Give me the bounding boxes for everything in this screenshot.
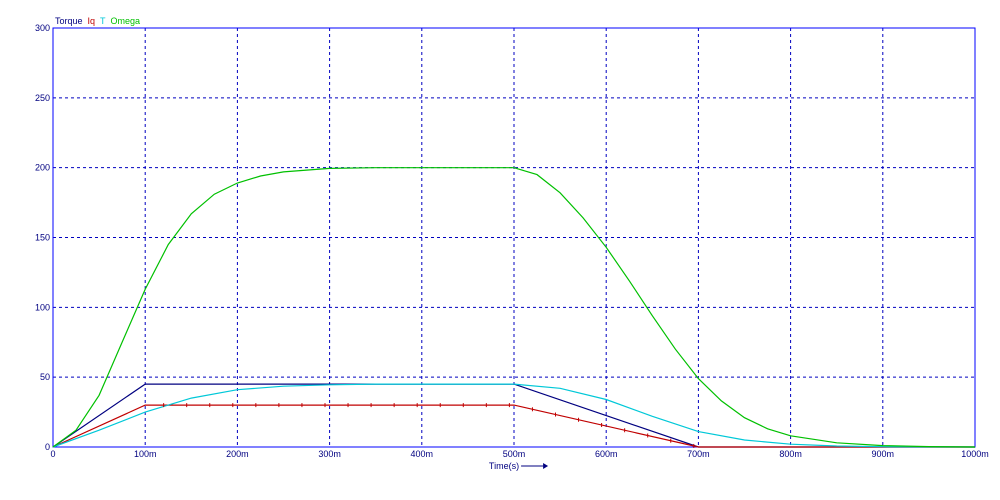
y-tick-label: 50 bbox=[40, 372, 50, 382]
x-tick-label: 100m bbox=[134, 449, 157, 459]
series-line-t bbox=[52, 383, 976, 448]
y-tick-label: 250 bbox=[35, 93, 50, 103]
y-tick-label: 300 bbox=[35, 23, 50, 33]
x-tick-label: 700m bbox=[687, 449, 710, 459]
legend-entry-t: T bbox=[100, 16, 106, 26]
y-tick-label: 0 bbox=[45, 442, 50, 452]
tick-labels: 0 100m 200m 300m 400m 500m 600m 700m 800m 900m 100… bbox=[35, 23, 989, 459]
legend: Torque Iq T Omega bbox=[55, 16, 140, 26]
y-tick-label: 200 bbox=[35, 163, 50, 173]
x-tick-label: 1000m bbox=[961, 449, 989, 459]
legend-entry-iq: Iq bbox=[88, 16, 96, 26]
legend-entry-torque: Torque bbox=[55, 16, 83, 26]
x-tick-label: 500m bbox=[503, 449, 526, 459]
series-layer bbox=[52, 167, 976, 448]
x-axis-arrow-head bbox=[543, 463, 549, 469]
grid bbox=[53, 28, 975, 447]
y-tick-label: 150 bbox=[35, 233, 50, 243]
y-tick-label: 100 bbox=[35, 302, 50, 312]
x-tick-label: 600m bbox=[595, 449, 618, 459]
x-tick-label: 400m bbox=[411, 449, 434, 459]
x-tick-label: 0 bbox=[50, 449, 55, 459]
x-tick-label: 800m bbox=[779, 449, 802, 459]
legend-entry-omega: Omega bbox=[111, 16, 141, 26]
x-tick-label: 200m bbox=[226, 449, 249, 459]
x-axis-label: Time(s) bbox=[489, 461, 519, 471]
plot-frame bbox=[52, 27, 976, 448]
x-tick-label: 300m bbox=[318, 449, 341, 459]
series-line-iq bbox=[52, 404, 975, 448]
series-line-omega bbox=[52, 167, 976, 448]
x-tick-label: 900m bbox=[872, 449, 895, 459]
x-axis-label-group: Time(s) bbox=[489, 461, 549, 471]
